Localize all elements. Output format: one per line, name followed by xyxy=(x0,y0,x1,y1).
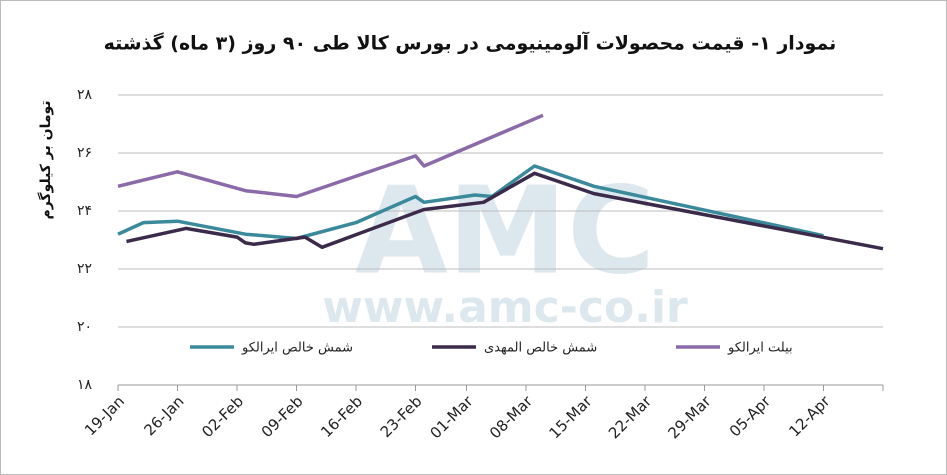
legend-label: شمش خالص ایرالکو xyxy=(241,341,353,356)
chart-title: نمودار ۱- قیمت محصولات آلومینیومی در بور… xyxy=(104,31,837,55)
y-tick-label: ۲۶ xyxy=(77,145,92,161)
y-tick-label: ۲۴ xyxy=(77,203,92,219)
watermark-logo: AMC xyxy=(355,163,655,302)
watermark-url: www.amc-co.ir xyxy=(322,282,688,333)
series-line xyxy=(117,113,544,199)
y-axis-label: تومان بر کیلوگرم xyxy=(37,100,54,219)
series-line xyxy=(117,164,824,241)
y-tick-label: ۱۸ xyxy=(77,377,93,393)
y-tick-label: ۲۸ xyxy=(77,87,93,103)
legend-label: شمش خالص المهدی xyxy=(484,341,597,356)
legend-label: بیلت ایرالکو xyxy=(727,341,793,356)
y-tick-label: ۲۲ xyxy=(77,261,92,277)
y-tick-label: ۲۰ xyxy=(77,319,92,335)
series-line xyxy=(126,171,884,251)
